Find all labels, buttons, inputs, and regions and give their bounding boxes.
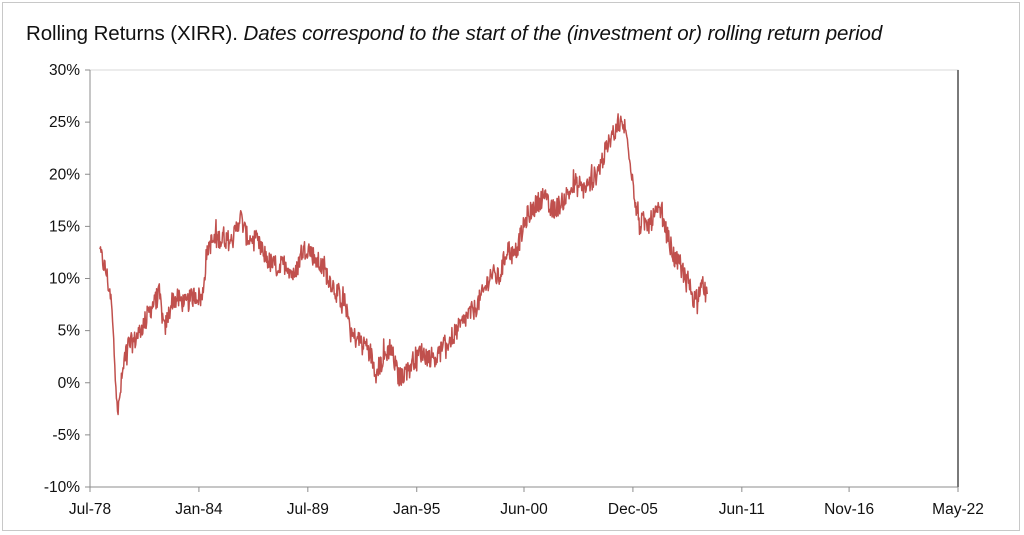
- y-tick-label: 5%: [58, 323, 81, 340]
- y-tick-label: -5%: [52, 427, 80, 444]
- chart-title: Rolling Returns (XIRR). Dates correspond…: [26, 22, 882, 46]
- rolling-return-line: [99, 113, 708, 416]
- series-group: [99, 113, 708, 416]
- x-tick-label: Jun-00: [500, 501, 548, 518]
- y-tick-label: -10%: [44, 479, 80, 496]
- y-tick-label: 25%: [49, 114, 80, 131]
- y-tick-label: 0%: [58, 375, 81, 392]
- x-tick-label: Jan-84: [175, 501, 223, 518]
- x-tick-label: Jun-11: [719, 501, 765, 518]
- y-tick-label: 15%: [49, 218, 80, 235]
- y-tick-label: 20%: [49, 166, 80, 183]
- x-tick-label: Dec-05: [608, 501, 658, 518]
- y-tick-label: 10%: [49, 271, 80, 288]
- x-tick-label: Jul-89: [287, 501, 329, 518]
- x-tick-label: Jan-95: [393, 501, 440, 518]
- x-axis: Jul-78 Jan-84 Jul-89 Jan-95 Jun-00 Dec-05 Jun-…: [69, 487, 984, 518]
- x-tick-label: May-22: [932, 501, 984, 518]
- y-axis: -10% -5% 0% 5% 10% 15% 20% 25% 30%: [44, 62, 90, 496]
- chart-subtitle: Dates correspond to the start of the (in…: [243, 22, 883, 45]
- plot-frame: [89, 69, 959, 488]
- x-tick-label: Nov-16: [824, 501, 874, 518]
- plot-area: [89, 69, 959, 488]
- x-tick-label: Jul-78: [69, 501, 111, 518]
- y-tick-label: 30%: [49, 62, 80, 79]
- chart-title-main: Rolling Returns (XIRR).: [26, 22, 238, 45]
